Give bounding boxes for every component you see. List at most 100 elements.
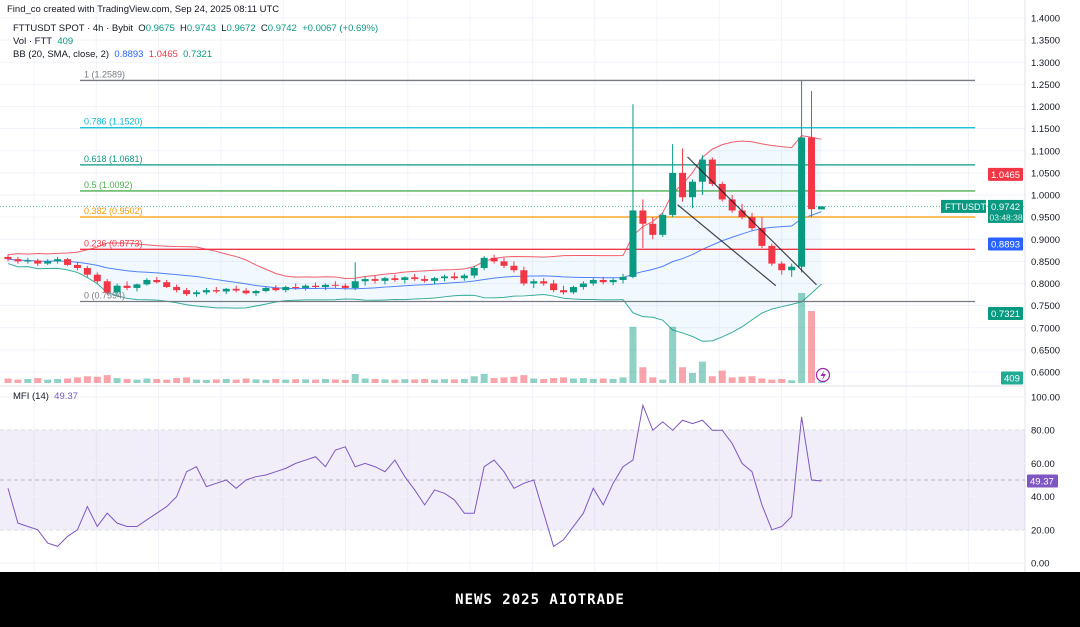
candle: [599, 276, 607, 285]
volume-bar: [202, 379, 210, 383]
candle-body: [83, 268, 91, 275]
volume-bar: [808, 311, 816, 383]
candle-body: [500, 261, 508, 266]
candle-body: [24, 260, 32, 262]
mfi-legend: MFI (14) 49.37: [13, 391, 78, 402]
candle: [778, 261, 786, 275]
candle-body: [292, 287, 300, 289]
candle: [470, 265, 478, 279]
candle: [540, 278, 548, 286]
candle-body: [44, 261, 52, 264]
volume-bar: [44, 379, 52, 383]
candle-body: [649, 223, 657, 235]
candle-body: [93, 274, 101, 282]
candle-body: [589, 279, 597, 284]
candle-body: [798, 137, 806, 267]
volume-bar: [569, 378, 577, 383]
candle: [83, 265, 91, 277]
candle: [758, 217, 766, 249]
volume-bar: [391, 379, 399, 383]
candle-body: [728, 199, 736, 211]
fib-level-label: 0.5 (1.0092): [84, 180, 133, 190]
volume-bar: [113, 378, 121, 383]
candle: [123, 281, 131, 291]
bollinger-band-fill: [8, 135, 822, 342]
candle: [173, 284, 181, 293]
price-axis-tick: 0.7500: [1031, 301, 1060, 312]
candle: [143, 278, 151, 286]
candle: [500, 257, 508, 269]
candle: [321, 283, 329, 291]
candle-body: [698, 159, 706, 182]
candle-body: [143, 279, 151, 285]
candle-body: [331, 284, 339, 286]
volume-bar: [768, 379, 776, 383]
candle-body: [222, 288, 230, 292]
price-axis-tick: 1.4000: [1031, 14, 1060, 25]
candle-body: [183, 290, 191, 295]
candle-body: [232, 288, 240, 291]
mfi-axis-tick: 80.00: [1031, 426, 1055, 437]
symbol-tag-bg: [941, 199, 986, 213]
candle: [440, 274, 448, 282]
volume-bar: [450, 379, 458, 383]
volume-legend: Vol · FTT 409: [13, 36, 73, 47]
volume-bar: [728, 377, 736, 383]
volume-bar: [262, 379, 270, 383]
volume-bar: [192, 379, 200, 383]
candle: [34, 258, 42, 266]
price-axis-tick: 1.2500: [1031, 80, 1060, 91]
candle-body: [14, 259, 22, 262]
fib-level-label: 0.786 (1.1520): [84, 117, 143, 127]
volume-bar: [659, 379, 667, 383]
candle-body: [560, 290, 568, 293]
candle: [698, 155, 706, 195]
candle: [669, 144, 677, 218]
candle-body: [242, 290, 250, 294]
chart-canvas[interactable]: 1.4000 1.3500 1.3000 1.2500 1.2000 1.1500 1.10…: [0, 0, 1080, 572]
candle-body: [768, 245, 776, 264]
volume-bar: [649, 377, 657, 383]
volume-bar: [718, 370, 726, 383]
candle-body: [669, 172, 677, 215]
volume-bar: [123, 378, 131, 383]
candle-body: [282, 287, 290, 291]
price-axis-tick: 0.6000: [1031, 368, 1060, 379]
candle: [103, 279, 111, 295]
candle: [768, 243, 776, 266]
candle: [550, 279, 558, 293]
low-value: 0.9672: [226, 23, 256, 34]
volume-bar: [530, 378, 538, 383]
candle: [133, 283, 141, 292]
candle-body: [302, 285, 310, 288]
volume-bar: [24, 378, 32, 383]
volume-bar: [331, 379, 339, 383]
volume-bar: [579, 378, 587, 383]
high-value: 0.9743: [186, 23, 216, 34]
candle-body: [73, 264, 81, 269]
candle-body: [34, 260, 42, 264]
candle-body: [64, 259, 72, 265]
price-axis-tick: 1.0500: [1031, 168, 1060, 179]
candle: [222, 287, 230, 295]
candle: [520, 266, 528, 286]
volume-bar: [470, 376, 478, 383]
volume-bar: [778, 378, 786, 383]
candle: [589, 278, 597, 286]
mfi-axis-tag: 49.37: [1027, 474, 1058, 488]
news-banner: NEWS 2025 AIOTRADE: [0, 572, 1080, 627]
close-value: 0.9742: [267, 23, 297, 34]
fib-level-label: 0 (0.7594): [84, 290, 125, 300]
candle: [371, 275, 379, 284]
volume-bar: [758, 378, 766, 383]
bollinger-lower-line: [7, 263, 822, 342]
candle-body: [421, 279, 429, 281]
candle-body: [758, 228, 766, 246]
symbol-tag-text: FTTUSDT: [945, 202, 986, 212]
candle: [460, 273, 468, 281]
bar-countdown-text: 03:48:38: [990, 212, 1023, 222]
candle-body: [788, 266, 796, 271]
candle-body: [272, 287, 280, 291]
candle: [14, 256, 22, 264]
price-axis-tick: 1.0000: [1031, 191, 1060, 202]
